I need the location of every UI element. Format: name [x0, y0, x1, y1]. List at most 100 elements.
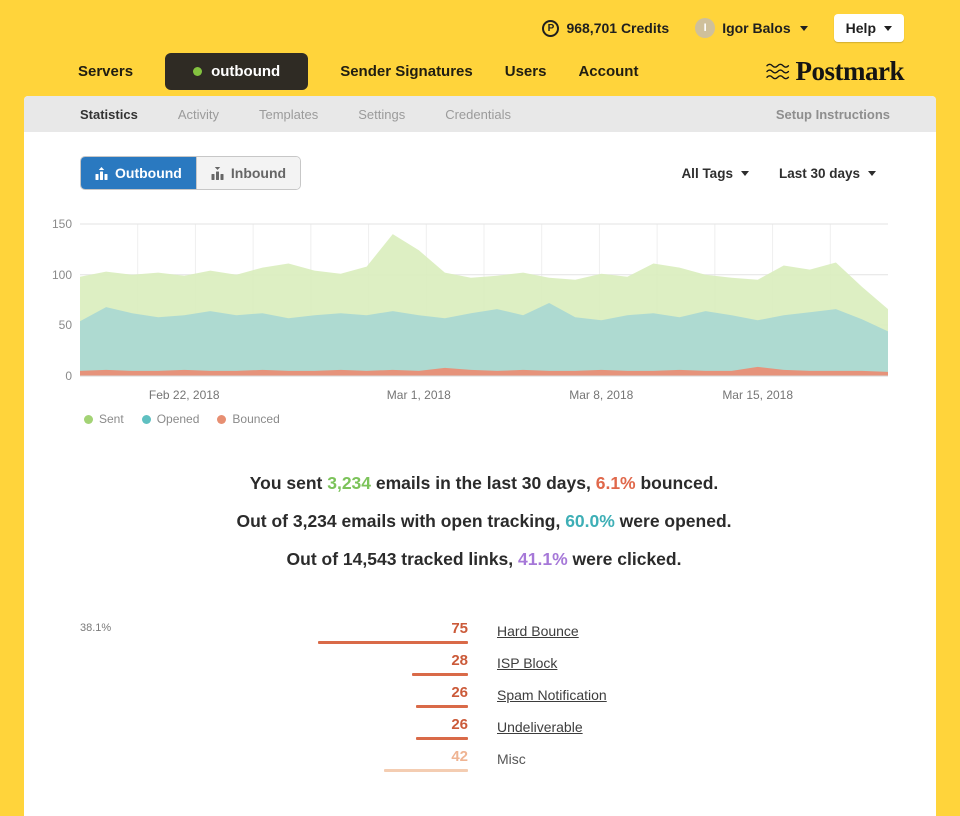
- summary-text: were clicked.: [567, 549, 682, 569]
- caret-down-icon: [884, 25, 892, 31]
- help-label: Help: [845, 20, 876, 36]
- inbound-chart-icon: [211, 166, 224, 180]
- summary-stat-bounced: 6.1%: [595, 473, 636, 493]
- help-button[interactable]: Help: [833, 14, 904, 42]
- outbound-chart-icon: [95, 166, 108, 180]
- summary-line: Out of 14,543 tracked links, 41.1% were …: [80, 544, 888, 574]
- caret-down-icon: [868, 170, 876, 176]
- bounce-bar-area: 26: [80, 716, 468, 740]
- postmark-logo[interactable]: Postmark: [765, 55, 905, 87]
- avatar: I: [695, 18, 716, 38]
- user-menu[interactable]: I Igor Balos: [695, 18, 808, 38]
- outbound-toggle-label: Outbound: [115, 165, 182, 181]
- nav-sender-signatures[interactable]: Sender Signatures: [340, 62, 473, 80]
- inbound-toggle-button[interactable]: Inbound: [195, 157, 301, 189]
- chart-x-axis: Feb 22, 2018 Mar 1, 2018 Mar 8, 2018 Mar 15…: [80, 380, 888, 404]
- bounce-row: 42 Misc: [80, 748, 888, 772]
- user-name: Igor Balos: [722, 20, 791, 36]
- summary-text: Out of 14,543 tracked links,: [286, 549, 519, 569]
- date-range-dropdown-value: Last 30 days: [778, 165, 860, 181]
- main-nav: Servers outbound Sender Signatures Users…: [0, 46, 960, 96]
- bounce-type-link[interactable]: ISP Block: [497, 655, 558, 671]
- tab-activity[interactable]: Activity: [177, 106, 219, 122]
- nav-servers[interactable]: Servers: [78, 62, 134, 80]
- x-axis-label: Mar 15, 2018: [722, 388, 794, 402]
- statistics-content: Outbound Inbound All Tags: [24, 132, 936, 772]
- legend-label: Bounced: [232, 412, 280, 426]
- nav-account[interactable]: Account: [578, 62, 639, 80]
- summary-line: You sent 3,234 emails in the last 30 day…: [80, 468, 888, 498]
- bounce-breakdown: 38.1% 75 Hard Bounce 28 ISP Block 26 Spam Not…: [80, 620, 888, 772]
- setup-instructions-link[interactable]: Setup Instructions: [775, 106, 890, 122]
- bounce-count: 26: [451, 716, 468, 733]
- legend-dot-icon: [84, 414, 93, 424]
- bounce-bar-area: 26: [80, 684, 468, 708]
- bounce-row: 75 Hard Bounce: [80, 620, 888, 644]
- server-status-icon: [193, 66, 203, 76]
- bounce-bar-area: 28: [80, 652, 468, 676]
- caret-down-icon: [799, 25, 808, 31]
- bounce-type-link[interactable]: Spam Notification: [497, 687, 607, 703]
- bounce-type-link[interactable]: Hard Bounce: [497, 623, 579, 639]
- credits-display[interactable]: P 968,701 Credits: [542, 19, 670, 37]
- bounce-bar[interactable]: [384, 769, 468, 772]
- server-name: outbound: [211, 62, 281, 80]
- y-axis-label: 150: [51, 217, 72, 231]
- filter-row: Outbound Inbound All Tags: [80, 156, 888, 190]
- nav-users[interactable]: Users: [504, 62, 547, 80]
- bounce-row: 28 ISP Block: [80, 652, 888, 676]
- summary-text: Out of 3,234 emails with open tracking,: [236, 511, 566, 531]
- tags-dropdown-value: All Tags: [681, 165, 733, 181]
- summary-stat-clicked: 41.1%: [518, 549, 568, 569]
- bounce-type-label: Misc: [497, 751, 526, 767]
- summary-stat-opened: 60.0%: [565, 511, 615, 531]
- summary-stat-sent: 3,234: [327, 473, 372, 493]
- chart-svg: [80, 223, 888, 377]
- filter-dropdowns: All Tags Last 30 days: [681, 166, 876, 181]
- y-axis-label: 50: [58, 318, 72, 333]
- legend-item-sent: Sent: [84, 412, 124, 426]
- bounce-type-link[interactable]: Undeliverable: [497, 719, 583, 735]
- summary-text: You sent: [249, 473, 328, 493]
- legend-label: Opened: [156, 412, 200, 426]
- legend-item-opened: Opened: [141, 412, 200, 426]
- legend-dot-icon: [141, 414, 151, 424]
- bounce-count: 75: [451, 620, 468, 637]
- bounce-bar[interactable]: [318, 641, 468, 644]
- server-card: Statistics Activity Templates Settings C…: [24, 96, 936, 816]
- legend-label: Sent: [99, 412, 124, 426]
- x-axis-label: Feb 22, 2018: [148, 388, 220, 402]
- outbound-toggle-button[interactable]: Outbound: [81, 157, 196, 189]
- legend-dot-icon: [217, 414, 227, 424]
- bounce-bar[interactable]: [412, 673, 468, 676]
- summary-text: bounced.: [635, 473, 719, 493]
- bounce-count: 28: [451, 652, 468, 669]
- bounce-percent-tooltip: 38.1%: [80, 622, 112, 634]
- direction-toggle: Outbound Inbound: [80, 156, 302, 190]
- chart-legend: Sent Opened Bounced: [80, 412, 888, 426]
- inbound-toggle-label: Inbound: [230, 165, 287, 181]
- tab-settings[interactable]: Settings: [358, 106, 406, 122]
- bounce-row: 26 Undeliverable: [80, 716, 888, 740]
- tab-templates[interactable]: Templates: [258, 106, 319, 122]
- y-axis-label: 100: [51, 267, 72, 282]
- caret-down-icon: [740, 170, 749, 176]
- summary-line: Out of 3,234 emails with open tracking, …: [80, 506, 888, 536]
- credits-icon: P: [542, 19, 560, 37]
- bounce-bar[interactable]: [416, 737, 468, 740]
- x-axis-label: Mar 1, 2018: [386, 388, 451, 402]
- bounce-bar-area: 75: [80, 620, 468, 644]
- summary-text: were opened.: [614, 511, 732, 531]
- x-axis-label: Mar 8, 2018: [569, 388, 634, 402]
- active-server-tab[interactable]: outbound: [165, 52, 309, 90]
- logo-text: Postmark: [795, 55, 905, 86]
- tags-dropdown[interactable]: All Tags: [681, 166, 749, 181]
- tab-statistics[interactable]: Statistics: [80, 106, 138, 122]
- bounce-count: 42: [451, 748, 468, 765]
- bounce-bar[interactable]: [416, 705, 468, 708]
- date-range-dropdown[interactable]: Last 30 days: [779, 166, 876, 181]
- tab-credentials[interactable]: Credentials: [445, 106, 511, 122]
- credits-label: 968,701 Credits: [566, 20, 670, 36]
- summary: You sent 3,234 emails in the last 30 day…: [80, 468, 888, 574]
